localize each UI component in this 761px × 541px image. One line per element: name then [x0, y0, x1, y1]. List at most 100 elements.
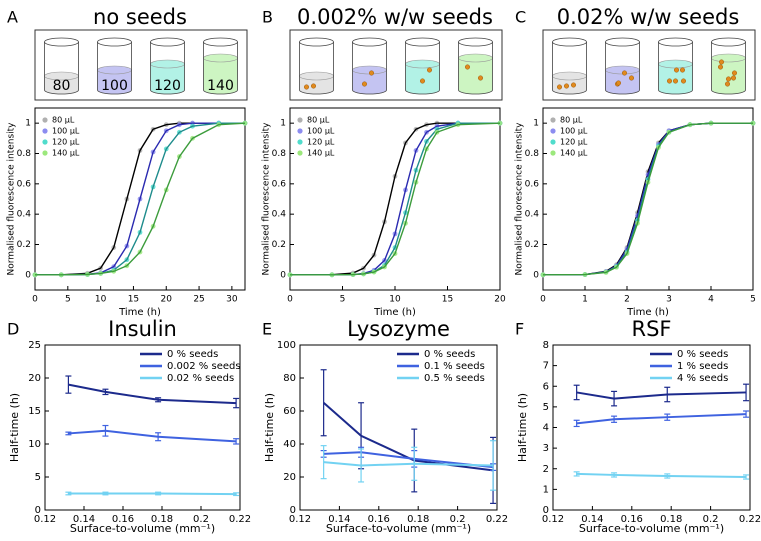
- beaker-wall: [605, 42, 640, 95]
- beaker-rim: [352, 37, 387, 47]
- seed: [564, 83, 570, 89]
- seed: [667, 78, 673, 84]
- x-tick-label: 0.14: [73, 514, 95, 525]
- x-axis-label: Surface-to-volume (mm⁻¹): [70, 522, 215, 535]
- y-tick-label: 0.6: [272, 179, 287, 189]
- series-line: [323, 451, 494, 469]
- legend-label: 140 μL: [307, 149, 335, 158]
- beaker-label: 100: [101, 78, 128, 94]
- legend-label: 120 μL: [560, 138, 588, 147]
- seed: [680, 67, 686, 73]
- x-tick-label: 0: [287, 295, 293, 305]
- seed: [311, 83, 317, 89]
- beaker-liquid-top: [711, 53, 746, 63]
- y-tick-label: 5: [543, 402, 549, 413]
- beaker-liquid-top: [405, 59, 440, 69]
- panel-letter: D: [7, 320, 19, 339]
- legend-label: 100 μL: [52, 127, 80, 136]
- beaker-rim: [97, 37, 132, 47]
- y-tick-label: 0.6: [525, 179, 540, 189]
- x-tick-label: 30: [226, 295, 238, 305]
- beaker-wall: [203, 42, 238, 95]
- x-tick-label: 20: [494, 295, 506, 305]
- x-tick-label: 15: [128, 295, 139, 305]
- y-tick-label: 60: [283, 406, 296, 417]
- x-tick-label: 0.18: [151, 514, 173, 525]
- x-tick-label: 0.16: [621, 514, 643, 525]
- beaker-rim: [605, 37, 640, 47]
- fit-line: [290, 122, 501, 276]
- fit-line: [542, 122, 753, 276]
- y-tick-label: 1: [25, 119, 31, 129]
- y-tick-label: 3: [543, 443, 549, 454]
- y-tick-label: 0: [25, 270, 31, 280]
- beaker-wall: [658, 42, 693, 95]
- y-tick-label: 0: [290, 505, 296, 516]
- panel-title: no seeds: [93, 5, 187, 29]
- y-tick-label: 0: [543, 505, 549, 516]
- x-tick-label: 5: [340, 295, 346, 305]
- x-tick-label: 25: [193, 295, 204, 305]
- y-tick-label: 0.8: [525, 149, 540, 159]
- legend-label: 120 μL: [307, 138, 335, 147]
- illustration-box: [289, 29, 503, 101]
- beaker-wall: [352, 42, 387, 95]
- x-tick-label: 0: [540, 295, 546, 305]
- beaker-rim: [458, 37, 493, 47]
- x-tick-label: 10: [389, 295, 401, 305]
- y-axis-label: Normalised fluorescence intensity: [515, 122, 525, 276]
- beaker-liquid: [458, 58, 493, 94]
- panel-letter: B: [262, 8, 273, 27]
- y-tick-label: 100: [277, 340, 296, 351]
- beaker-wall: [711, 42, 746, 95]
- y-axis-label: Half-time (h): [516, 393, 529, 462]
- beaker-label: 80: [53, 78, 71, 94]
- seed: [725, 81, 731, 87]
- beaker-label: 140: [207, 78, 234, 94]
- series-line: [576, 391, 747, 400]
- x-axis-label: Time (h): [373, 307, 416, 318]
- legend-label: 100 μL: [560, 127, 588, 136]
- legend-label: 80 μL: [52, 116, 75, 125]
- legend-swatch: [550, 128, 556, 134]
- seed: [362, 81, 368, 87]
- legend-swatch: [297, 139, 303, 145]
- beaker-rim: [552, 37, 587, 47]
- x-tick-label: 0.14: [328, 514, 350, 525]
- y-tick-label: 20: [28, 373, 41, 384]
- x-tick-label: 0: [32, 295, 38, 305]
- fit-line: [35, 122, 246, 276]
- seed: [732, 70, 738, 76]
- plot-frame: [299, 344, 498, 511]
- beaker-wall: [458, 42, 493, 95]
- y-axis-label: Half-time (h): [8, 393, 21, 462]
- legend-label: 0 % seeds: [167, 349, 218, 360]
- y-tick-label: 4: [543, 423, 549, 434]
- beaker-liquid-top: [552, 71, 587, 81]
- y-tick-label: 1: [280, 119, 286, 129]
- y-tick-label: 20: [283, 472, 296, 483]
- beaker-liquid: [352, 70, 387, 94]
- y-tick-label: 0.2: [525, 240, 539, 250]
- beaker-rim: [203, 37, 238, 47]
- panel-letter: E: [262, 320, 272, 339]
- series-line: [576, 413, 747, 425]
- legend-swatch: [550, 117, 556, 123]
- x-tick-label: 0.12: [289, 514, 311, 525]
- legend-label: 0 % seeds: [677, 349, 728, 360]
- y-tick-label: 0.4: [272, 210, 287, 220]
- x-tick-label: 0.18: [407, 514, 429, 525]
- beaker-liquid: [203, 58, 238, 94]
- x-tick-label: 0.22: [229, 514, 251, 525]
- seed: [420, 78, 426, 84]
- legend-label: 1 % seeds: [677, 361, 728, 372]
- seed: [304, 84, 310, 90]
- plot-frame: [34, 107, 246, 291]
- y-tick-label: 2: [543, 464, 549, 475]
- y-tick-label: 0.6: [17, 179, 32, 189]
- y-tick-label: 0.8: [272, 149, 287, 159]
- y-tick-label: 10: [28, 439, 41, 450]
- beaker-liquid-top: [658, 59, 693, 69]
- beaker-liquid-top: [458, 53, 493, 63]
